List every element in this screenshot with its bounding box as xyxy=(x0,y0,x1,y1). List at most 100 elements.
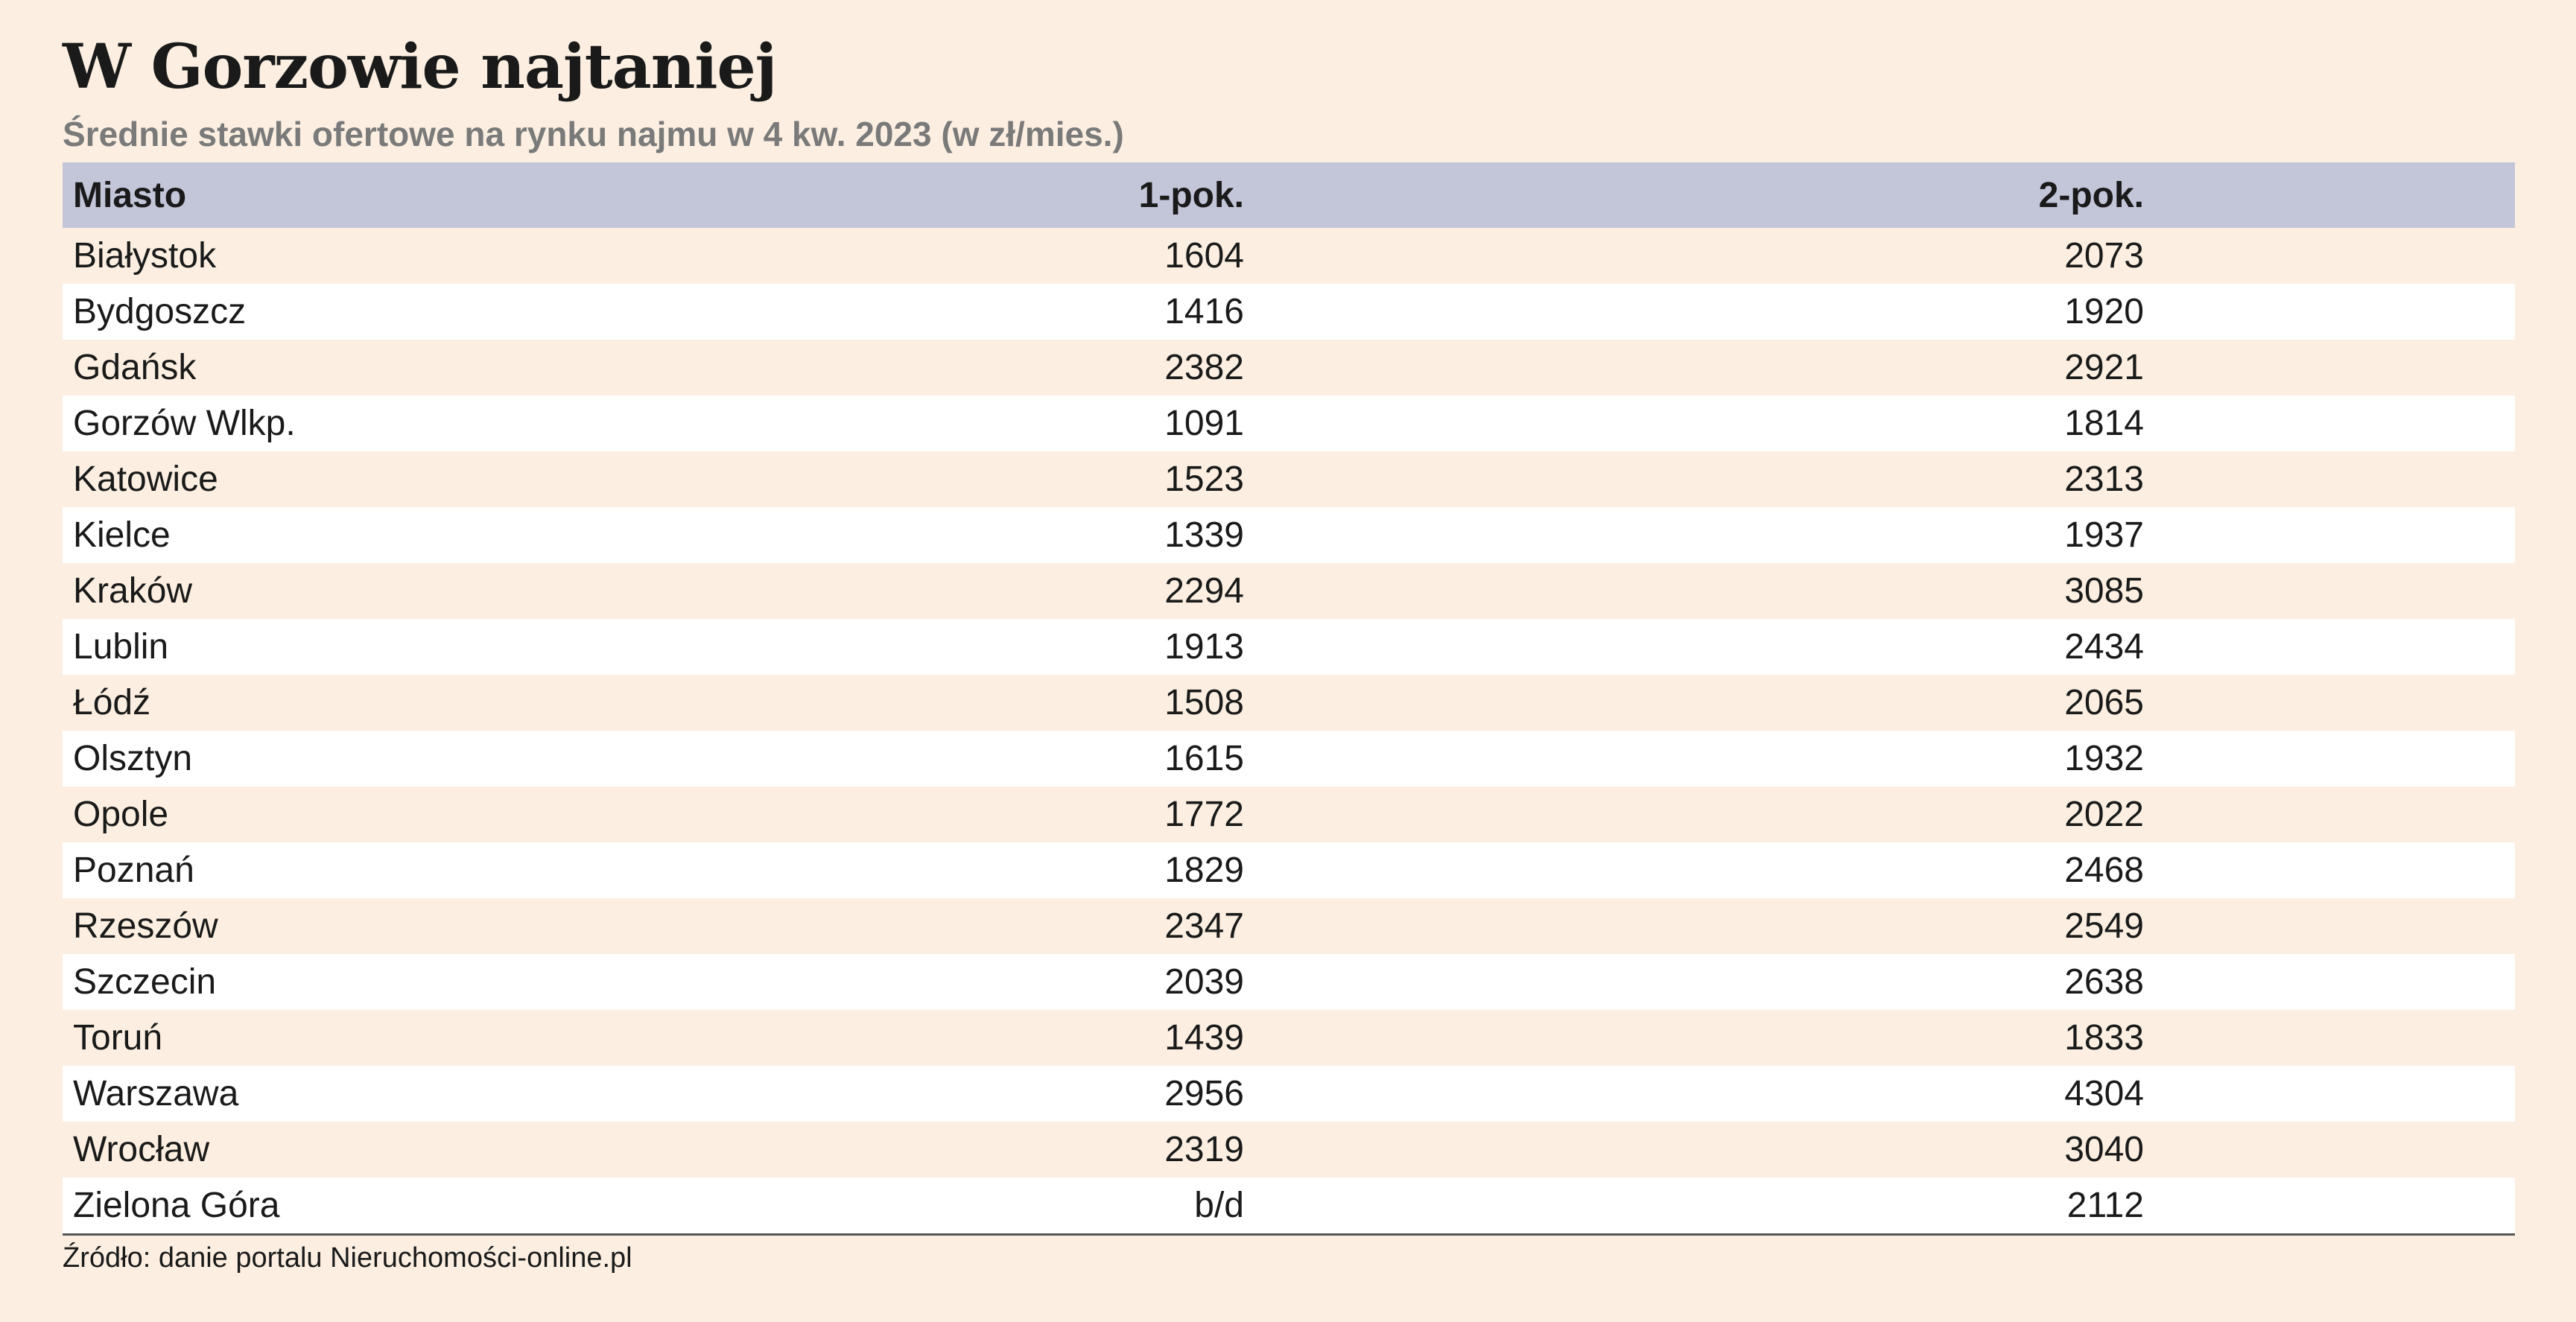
cell-spacer xyxy=(2154,1010,2515,1066)
cell-2-room: 4304 xyxy=(2064,1074,2144,1113)
table-row: Gdańsk 2382 2921 xyxy=(63,340,2515,395)
cell-1-room: 2382 xyxy=(1164,348,1244,387)
cell-city: Łódź xyxy=(73,683,151,722)
table-row: Lublin 1913 2434 xyxy=(63,619,2515,675)
cell-city: Wrocław xyxy=(73,1130,210,1169)
table-row: Bydgoszcz 1416 1920 xyxy=(63,284,2515,340)
cell-city: Poznań xyxy=(73,851,194,890)
cell-1-room: 1913 xyxy=(1164,627,1244,667)
cell-city: Toruń xyxy=(73,1018,163,1058)
table-row: Katowice 1523 2313 xyxy=(63,451,2515,507)
cell-city: Rzeszów xyxy=(73,906,218,946)
cell-2-room: 2073 xyxy=(2064,236,2144,276)
cell-city: Lublin xyxy=(73,627,169,667)
infographic: W Gorzowie najtaniej Średnie stawki ofer… xyxy=(63,28,2515,1279)
table-row: Zielona Góra b/d 2112 xyxy=(63,1178,2515,1235)
cell-spacer xyxy=(2154,284,2515,340)
cell-1-room: 1508 xyxy=(1164,683,1244,722)
cell-1-room: 1604 xyxy=(1164,236,1244,276)
cell-spacer xyxy=(2154,842,2515,898)
cell-city: Kraków xyxy=(73,571,193,611)
cell-city: Białystok xyxy=(73,236,217,276)
cell-spacer xyxy=(2154,228,2515,284)
cell-spacer xyxy=(2154,1122,2515,1178)
cell-2-room: 2638 xyxy=(2064,962,2144,1002)
table-row: Toruń 1439 1833 xyxy=(63,1010,2515,1066)
cell-spacer xyxy=(2154,954,2515,1010)
cell-2-room: 1932 xyxy=(2064,739,2144,778)
cell-spacer xyxy=(2154,507,2515,563)
cell-spacer xyxy=(2154,451,2515,507)
table-row: Szczecin 2039 2638 xyxy=(63,954,2515,1010)
subtitle: Średnie stawki ofertowe na rynku najmu w… xyxy=(63,115,1124,153)
cell-city: Szczecin xyxy=(73,962,217,1002)
table-row: Poznań 1829 2468 xyxy=(63,842,2515,898)
cell-city: Gorzów Wlkp. xyxy=(73,404,296,443)
cell-2-room: 1833 xyxy=(2064,1018,2144,1058)
cell-spacer xyxy=(2154,563,2515,619)
page-title: W Gorzowie najtaniej xyxy=(63,31,777,103)
table-row: Olsztyn 1615 1932 xyxy=(63,731,2515,786)
column-header-spacer xyxy=(2154,162,2515,228)
cell-1-room: 1091 xyxy=(1164,404,1244,443)
cell-1-room: 2319 xyxy=(1164,1130,1244,1169)
table-row: Wrocław 2319 3040 xyxy=(63,1122,2515,1178)
cell-2-room: 1920 xyxy=(2064,292,2144,331)
rent-table: Miasto 1-pok. 2-pok. Białystok 1604 2073 By… xyxy=(63,162,2515,1236)
cell-spacer xyxy=(2154,731,2515,786)
cell-1-room: 2347 xyxy=(1164,906,1244,946)
cell-city: Warszawa xyxy=(73,1074,239,1113)
cell-2-room: 2065 xyxy=(2064,683,2144,722)
cell-1-room: 2294 xyxy=(1164,571,1244,611)
cell-1-room: b/d xyxy=(1194,1186,1244,1225)
cell-2-room: 2434 xyxy=(2064,627,2144,667)
table-row: Kraków 2294 3085 xyxy=(63,563,2515,619)
cell-1-room: 1829 xyxy=(1164,851,1244,890)
column-header-2-room: 2-pok. xyxy=(2038,175,2144,215)
cell-2-room: 3040 xyxy=(2064,1130,2144,1169)
cell-spacer xyxy=(2154,675,2515,731)
cell-1-room: 1615 xyxy=(1164,739,1244,778)
table-row: Opole 1772 2022 xyxy=(63,786,2515,842)
table-row: Warszawa 2956 4304 xyxy=(63,1066,2515,1122)
cell-2-room: 2468 xyxy=(2064,851,2144,890)
cell-2-room: 2313 xyxy=(2064,460,2144,499)
cell-spacer xyxy=(2154,1178,2515,1235)
table-row: Gorzów Wlkp. 1091 1814 xyxy=(63,395,2515,451)
cell-2-room: 1937 xyxy=(2064,515,2144,555)
cell-1-room: 1339 xyxy=(1164,515,1244,555)
cell-2-room: 2022 xyxy=(2064,795,2144,834)
cell-spacer xyxy=(2154,619,2515,675)
source-note: Źródło: danie portalu Nieruchomości-onli… xyxy=(63,1242,632,1274)
cell-spacer xyxy=(2154,898,2515,954)
table-row: Rzeszów 2347 2549 xyxy=(63,898,2515,954)
cell-1-room: 2039 xyxy=(1164,962,1244,1002)
cell-spacer xyxy=(2154,395,2515,451)
cell-city: Olsztyn xyxy=(73,739,193,778)
cell-spacer xyxy=(2154,1066,2515,1122)
column-header-city: Miasto xyxy=(73,175,187,215)
cell-2-room: 2112 xyxy=(2066,1186,2144,1225)
table-row: Kielce 1339 1937 xyxy=(63,507,2515,563)
cell-2-room: 2549 xyxy=(2064,906,2144,946)
table-row: Łódź 1508 2065 xyxy=(63,675,2515,731)
cell-city: Gdańsk xyxy=(73,348,197,387)
cell-city: Bydgoszcz xyxy=(73,292,247,331)
cell-spacer xyxy=(2154,340,2515,395)
table-row: Białystok 1604 2073 xyxy=(63,228,2515,284)
cell-city: Opole xyxy=(73,795,169,834)
table-header-row: Miasto 1-pok. 2-pok. xyxy=(63,162,2515,228)
cell-1-room: 1523 xyxy=(1164,460,1244,499)
cell-1-room: 2956 xyxy=(1164,1074,1244,1113)
column-header-1-room: 1-pok. xyxy=(1138,175,1244,215)
cell-city: Katowice xyxy=(73,460,218,499)
cell-2-room: 3085 xyxy=(2064,571,2144,611)
cell-2-room: 1814 xyxy=(2064,404,2144,443)
cell-spacer xyxy=(2154,786,2515,842)
cell-city: Kielce xyxy=(73,515,171,555)
cell-city: Zielona Góra xyxy=(73,1186,280,1225)
cell-1-room: 1439 xyxy=(1164,1018,1244,1058)
cell-1-room: 1772 xyxy=(1164,795,1244,834)
cell-2-room: 2921 xyxy=(2064,348,2144,387)
table-body: Białystok 1604 2073 Bydgoszcz 1416 1920 Gdańsk… xyxy=(63,228,2515,1235)
